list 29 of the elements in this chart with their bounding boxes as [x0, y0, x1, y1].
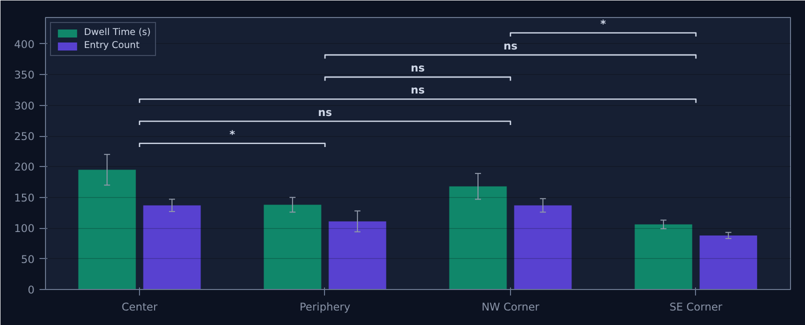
annotation: ns: [318, 106, 332, 119]
annotation: ns: [503, 40, 518, 52]
bar: [78, 170, 136, 290]
y-tick-label: 400: [14, 38, 35, 51]
legend-label: Dwell Time (s): [84, 27, 151, 38]
annotation: *: [229, 128, 236, 141]
bar: [264, 204, 322, 290]
y-tick-label: 250: [14, 130, 35, 143]
x-tick-label: Center: [122, 300, 158, 314]
annotation: ns: [410, 84, 425, 97]
bar: [700, 235, 758, 290]
y-tick-label: 350: [14, 68, 35, 82]
legend-label: Entry Count: [84, 40, 140, 51]
y-tick-label: 200: [14, 160, 35, 174]
y-tick-label: 100: [14, 222, 35, 236]
bar: [634, 224, 692, 290]
x-tick-label: NW Corner: [482, 300, 540, 314]
x-tick-label: SE Corner: [670, 300, 723, 314]
annotation: *: [600, 17, 606, 30]
y-tick-label: 50: [20, 252, 35, 266]
bar: [143, 205, 201, 290]
x-tick-label: Periphery: [300, 300, 350, 314]
y-tick-label: 0: [28, 284, 35, 296]
bar: [449, 186, 507, 290]
y-tick-label: 300: [14, 99, 35, 112]
annotation: ns: [410, 62, 425, 75]
y-tick-label: 150: [14, 191, 35, 204]
bar: [328, 221, 386, 290]
bar: [514, 205, 572, 290]
